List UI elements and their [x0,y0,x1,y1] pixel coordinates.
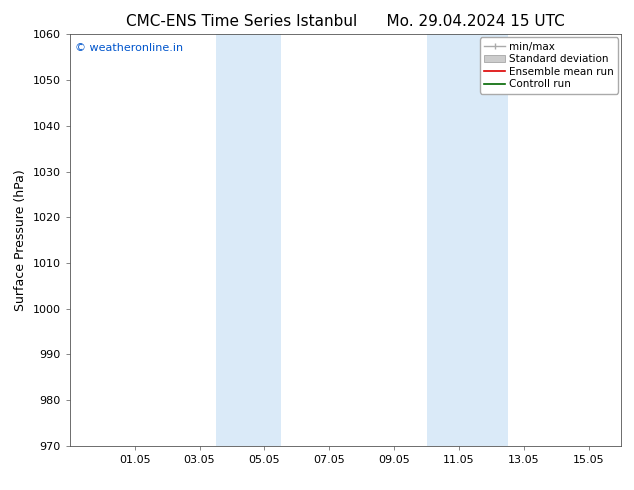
Y-axis label: Surface Pressure (hPa): Surface Pressure (hPa) [14,169,27,311]
Text: © weatheronline.in: © weatheronline.in [75,43,183,52]
Bar [427,34,508,446]
Bar [216,34,281,446]
Title: CMC-ENS Time Series Istanbul      Mo. 29.04.2024 15 UTC: CMC-ENS Time Series Istanbul Mo. 29.04.2… [126,14,565,29]
Legend: min/max, Standard deviation, Ensemble mean run, Controll run: min/max, Standard deviation, Ensemble me… [480,37,618,94]
